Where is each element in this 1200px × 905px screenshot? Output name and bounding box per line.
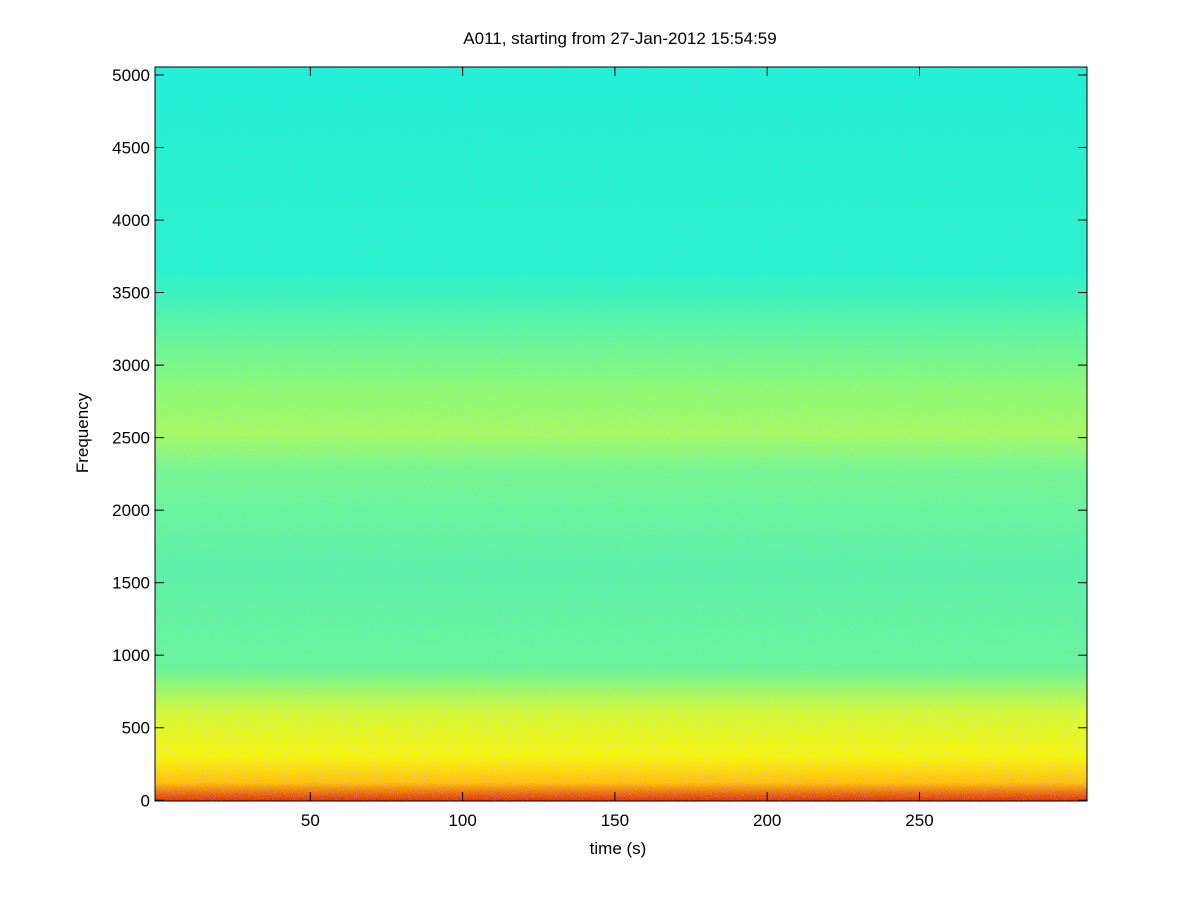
y-tick-label: 500	[122, 719, 150, 738]
y-tick-label: 1000	[112, 646, 150, 665]
y-tick-label: 0	[141, 791, 150, 810]
plot-frame	[154, 66, 1088, 802]
x-axis-label: time (s)	[590, 839, 647, 858]
x-tick-label: 100	[448, 811, 476, 830]
y-tick-label: 5000	[112, 66, 150, 85]
y-tick-label: 4000	[112, 211, 150, 230]
y-tick-label: 2000	[112, 501, 150, 520]
chart-title: A011, starting from 27-Jan-2012 15:54:59	[463, 29, 776, 48]
x-tick-label: 50	[301, 811, 320, 830]
y-axis-label: Frequency	[73, 392, 92, 473]
y-tick-label: 1500	[112, 574, 150, 593]
x-tick-label: 250	[905, 811, 933, 830]
y-tick-label: 2500	[112, 429, 150, 448]
x-tick-label: 150	[601, 811, 629, 830]
x-tick-label: 200	[753, 811, 781, 830]
spectrogram-image	[155, 67, 1087, 801]
y-tick-label: 4500	[112, 139, 150, 158]
y-tick-label: 3500	[112, 284, 150, 303]
y-tick-label: 3000	[112, 356, 150, 375]
